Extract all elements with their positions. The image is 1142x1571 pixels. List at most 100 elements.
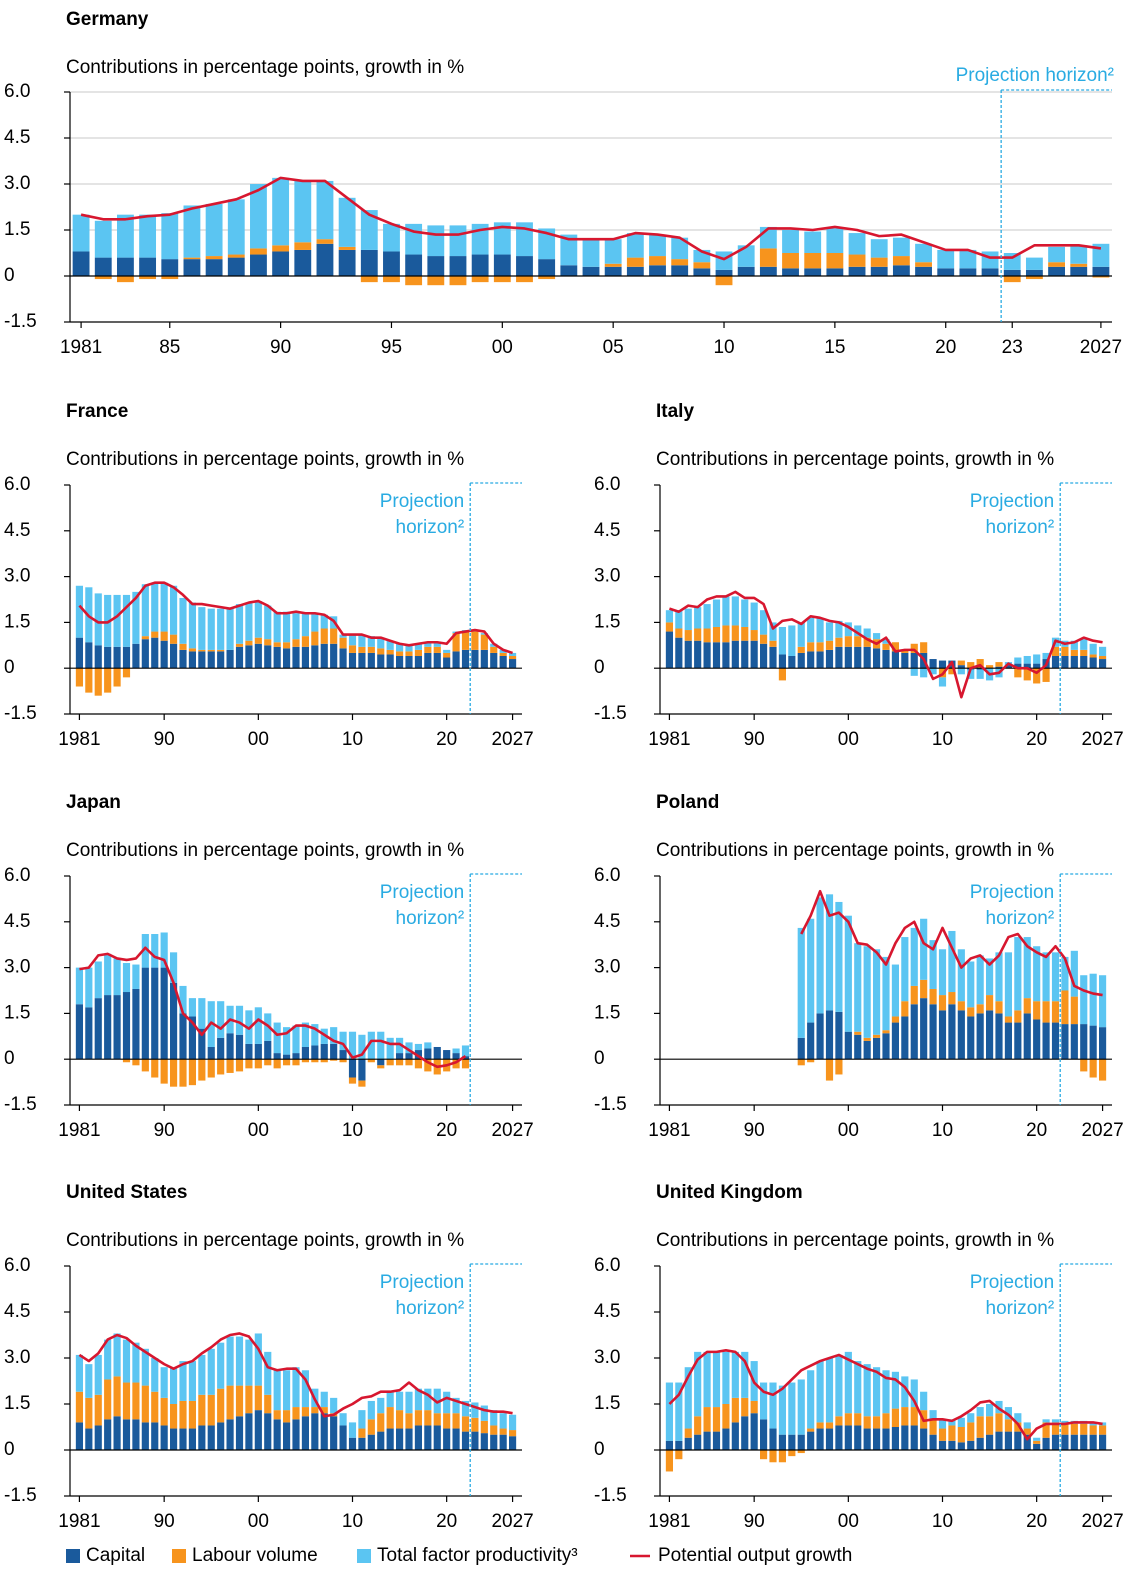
bar-segment [1014, 657, 1022, 664]
bar-segment [292, 1407, 300, 1420]
x-tick-label: 20 [935, 337, 956, 358]
bar-segment [1070, 245, 1088, 264]
bar-segment [311, 1413, 319, 1450]
chart-title: Italy [656, 401, 694, 422]
bar-segment [151, 1059, 159, 1078]
bar-segment [938, 677, 947, 687]
bar-segment [452, 1413, 460, 1429]
bar-segment [250, 248, 267, 255]
projection-label: Projection [970, 1272, 1055, 1293]
bar-segment [471, 276, 489, 283]
bar-segment [694, 1434, 702, 1450]
bar-segment [427, 276, 445, 286]
bar-segment [264, 1413, 272, 1450]
bar-segment [85, 668, 93, 693]
bar-segment [901, 1407, 909, 1426]
bar-segment [292, 613, 300, 640]
y-tick-label: 4.5 [4, 911, 30, 932]
bar-segment [183, 259, 201, 276]
bar-segment [250, 254, 267, 276]
bar-segment [301, 636, 309, 647]
bar-segment [665, 1382, 673, 1441]
bar-segment [94, 1394, 102, 1426]
bar-segment [283, 1054, 291, 1060]
bar-segment [339, 637, 347, 649]
bar-segment [986, 958, 994, 996]
bar-segment [188, 651, 196, 669]
bar-segment [348, 1031, 357, 1060]
bar-segment [816, 1013, 824, 1060]
bar-segment [967, 669, 975, 679]
bar-segment [854, 1425, 862, 1450]
bar-segment [760, 1382, 768, 1420]
bar-segment [386, 640, 394, 650]
bar-segment [825, 1422, 834, 1429]
bar-segment [854, 1034, 862, 1060]
bar-segment [424, 1425, 432, 1450]
y-tick-label: 1.5 [594, 1002, 620, 1023]
bar-segment [910, 668, 918, 676]
bar-segment [693, 262, 711, 269]
bar-segment [910, 927, 918, 986]
bar-segment [311, 631, 319, 646]
bar-segment [671, 237, 689, 260]
y-tick-label: 3.0 [4, 566, 30, 587]
bar-segment [807, 1428, 815, 1432]
bar-segment [760, 610, 768, 635]
bar-segment [1092, 266, 1110, 276]
bar-segment [217, 1001, 225, 1038]
bar-segment [626, 233, 644, 258]
bar-segment [367, 652, 375, 669]
bar-segment [461, 631, 470, 650]
bar-segment [264, 645, 272, 669]
bar-segment [684, 608, 692, 631]
bar-segment [737, 266, 755, 276]
bar-segment [854, 1413, 862, 1426]
x-tick-label: 1981 [648, 729, 690, 750]
bar-segment [782, 253, 799, 269]
bar-segment [1004, 1431, 1012, 1450]
bar-segment [386, 1037, 394, 1060]
bar-segment [1014, 1431, 1022, 1450]
bar-segment [139, 257, 157, 276]
bar-segment [75, 1004, 83, 1060]
legend-swatch [172, 1549, 186, 1563]
bar-segment [1023, 937, 1031, 999]
bar-segment [320, 643, 328, 669]
bar-segment [141, 584, 149, 637]
bar-segment [113, 1376, 121, 1417]
bar-segment [1099, 1425, 1107, 1435]
bar-segment [778, 626, 786, 655]
bar-segment [414, 1425, 422, 1450]
bar-segment [1099, 1434, 1107, 1450]
bar-segment [94, 593, 102, 646]
bar-segment [179, 985, 187, 1014]
bar-segment [957, 1001, 965, 1011]
bar-segment [205, 256, 223, 260]
bar-segment [948, 1425, 956, 1441]
x-tick-label: 00 [492, 337, 513, 358]
bar-segment [490, 1425, 498, 1435]
x-tick-label: 95 [381, 337, 402, 358]
bar-segment [1099, 646, 1107, 656]
bar-segment [198, 1059, 206, 1081]
chart-subtitle: Contributions in percentage points, grow… [66, 840, 464, 861]
projection-label: horizon² [396, 1298, 465, 1319]
bar-segment [217, 1037, 225, 1060]
bar-segment [604, 266, 622, 276]
bar-segment [461, 1045, 470, 1057]
bar-segment [848, 266, 866, 276]
y-tick-label: 1.5 [4, 219, 30, 240]
bar-segment [835, 637, 843, 647]
y-tick-label: 6.0 [4, 1255, 30, 1276]
bar-segment [854, 1031, 862, 1035]
bar-segment [405, 1053, 413, 1060]
bar-segment [160, 1059, 168, 1084]
bar-segment [797, 927, 805, 1038]
bar-segment [722, 1428, 730, 1450]
bar-segment [283, 1027, 291, 1055]
bar-segment [348, 645, 357, 653]
bar-segment [1092, 276, 1110, 278]
bar-segment [141, 967, 149, 1060]
bar-segment [722, 1351, 730, 1404]
